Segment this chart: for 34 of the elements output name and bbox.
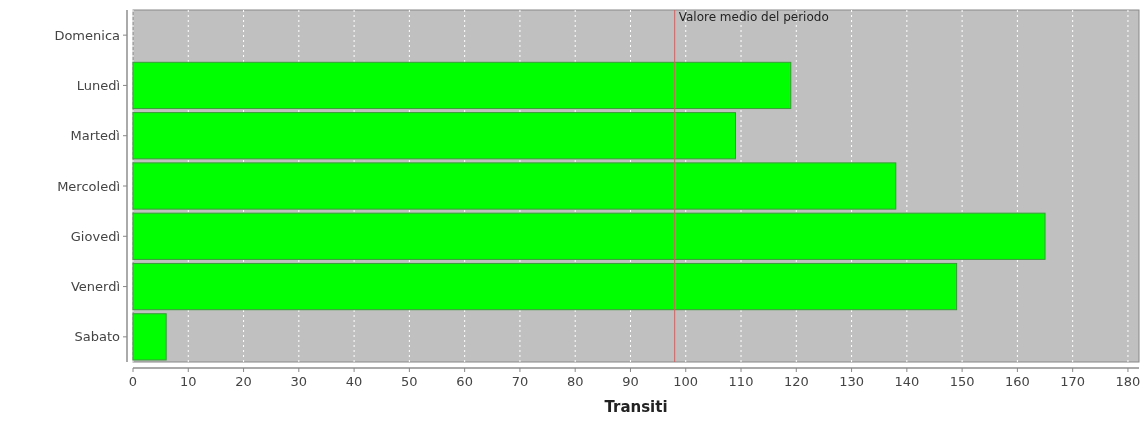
y-tick-label: Venerdì xyxy=(70,279,120,295)
ref-line-label: Valore medio del periodo xyxy=(678,10,829,24)
y-tick-label: Martedì xyxy=(70,128,120,144)
x-tick-label: 70 xyxy=(511,374,529,389)
x-tick-label: 110 xyxy=(728,374,754,389)
bar xyxy=(132,112,736,160)
x-tick-label: 150 xyxy=(949,374,975,389)
y-tick-label: Giovedì xyxy=(70,228,120,244)
x-tick-label: 50 xyxy=(401,374,418,389)
x-tick-label: 20 xyxy=(235,374,252,389)
x-tick-label: 160 xyxy=(1004,374,1030,389)
x-tick-label: 170 xyxy=(1060,374,1086,389)
x-tick-label: 30 xyxy=(290,374,308,389)
x-tick-label: 80 xyxy=(566,374,584,389)
bar xyxy=(132,313,167,361)
x-tick-label: 0 xyxy=(128,374,138,389)
x-tick-label: 40 xyxy=(345,374,363,389)
x-tick-label: 130 xyxy=(839,374,864,389)
bar xyxy=(132,212,1046,260)
bar xyxy=(132,162,897,210)
x-tick-label: 90 xyxy=(622,374,639,389)
x-tick-label: 60 xyxy=(456,374,473,389)
bar xyxy=(132,262,958,311)
x-tick-label: 120 xyxy=(783,374,809,389)
y-tick-label: Lunedì xyxy=(76,77,120,93)
bar xyxy=(132,61,792,110)
x-tick-label: 100 xyxy=(673,374,699,389)
y-tick-label: Mercoledì xyxy=(57,178,120,194)
y-tick-label: Sabato xyxy=(74,329,121,345)
x-tick-label: 180 xyxy=(1115,374,1141,389)
y-tick-label: Domenica xyxy=(54,27,120,43)
x-tick-label: 10 xyxy=(180,374,197,389)
x-axis-title: Transiti xyxy=(604,398,668,416)
x-tick-label: 140 xyxy=(894,374,920,389)
